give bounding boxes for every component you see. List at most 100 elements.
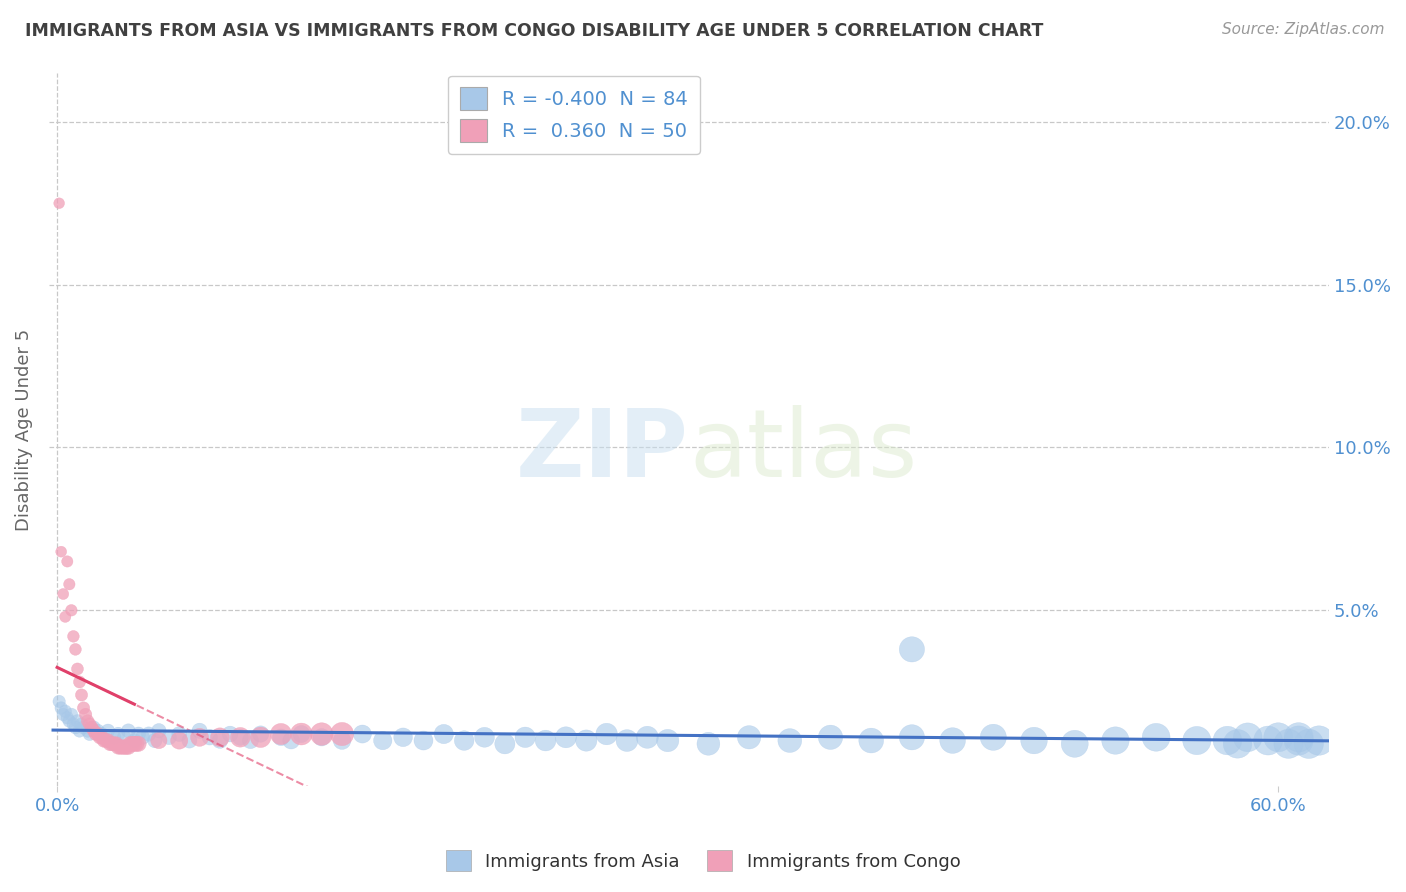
Point [90,727,112,741]
Point [72,701,94,715]
Point [311,731,333,745]
Point [779,733,801,747]
Point [188,723,211,738]
Point [53,609,76,624]
Point [219,727,242,741]
Point [72,721,94,735]
Point [330,733,353,747]
Point [76,714,98,728]
Text: Source: ZipAtlas.com: Source: ZipAtlas.com [1222,22,1385,37]
Point [69,723,91,738]
Point [1226,737,1249,751]
Point [1308,733,1330,747]
Point [208,731,231,745]
Point [738,731,761,745]
Point [1236,731,1258,745]
Point [820,731,842,745]
Point [371,733,394,747]
Point [111,740,134,755]
Point [138,727,160,741]
Point [1022,733,1045,747]
Point [80,721,103,735]
Point [66,714,89,728]
Point [148,733,170,747]
Point [555,731,578,745]
Point [87,727,110,741]
Point [53,704,76,718]
Point [392,731,415,745]
Point [1277,737,1299,751]
Point [188,731,211,745]
Point [942,733,965,747]
Point [124,733,146,747]
Point [97,733,120,747]
Legend: Immigrants from Asia, Immigrants from Congo: Immigrants from Asia, Immigrants from Co… [439,843,967,879]
Point [70,688,93,702]
Point [167,727,190,741]
Point [290,727,312,741]
Point [575,733,598,747]
Point [280,733,302,747]
Legend: R = -0.400  N = 84, R =  0.360  N = 50: R = -0.400 N = 84, R = 0.360 N = 50 [449,76,700,153]
Point [70,717,93,731]
Point [84,727,107,741]
Point [157,731,180,745]
Point [56,554,79,568]
Point [198,731,221,745]
Point [352,727,374,741]
Point [121,737,143,751]
Point [534,733,557,747]
Point [167,733,190,747]
Point [128,727,150,741]
Point [112,731,135,745]
Point [1144,731,1167,745]
Point [433,727,456,741]
Point [229,731,252,745]
Point [58,577,80,591]
Point [1288,731,1310,745]
Point [93,733,115,747]
Point [108,740,131,755]
Point [290,727,312,741]
Point [103,731,125,745]
Point [860,733,883,747]
Point [697,737,720,751]
Point [83,721,105,735]
Point [48,694,70,708]
Point [60,707,83,722]
Point [474,731,496,745]
Point [58,714,80,728]
Point [65,642,87,657]
Point [89,731,111,745]
Point [1257,733,1279,747]
Point [76,723,98,738]
Point [66,662,89,676]
Text: atlas: atlas [689,405,917,497]
Point [1216,733,1239,747]
Point [1063,737,1085,751]
Point [112,740,135,755]
Point [62,629,84,643]
Point [101,737,124,751]
Point [208,733,231,747]
Point [107,727,129,741]
Point [1288,733,1310,747]
Text: IMMIGRANTS FROM ASIA VS IMMIGRANTS FROM CONGO DISABILITY AGE UNDER 5 CORRELATION: IMMIGRANTS FROM ASIA VS IMMIGRANTS FROM … [25,22,1043,40]
Point [90,731,112,745]
Point [94,733,117,747]
Point [75,707,97,722]
Point [79,717,101,731]
Point [115,740,138,755]
Point [1104,733,1126,747]
Point [148,723,170,738]
Point [107,740,129,755]
Point [453,733,475,747]
Point [229,731,252,745]
Point [330,727,353,741]
Point [52,587,75,601]
Point [51,701,73,715]
Point [179,733,201,747]
Point [901,731,924,745]
Point [595,727,617,741]
Point [143,733,166,747]
